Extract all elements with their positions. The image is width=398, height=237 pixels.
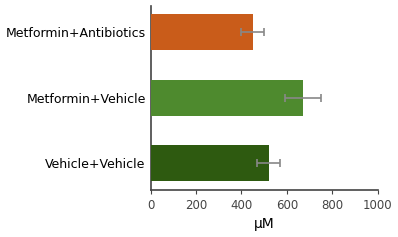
Bar: [150, 145, 269, 182]
Bar: [150, 14, 253, 50]
Bar: [150, 80, 303, 116]
X-axis label: μM: μM: [254, 217, 275, 232]
